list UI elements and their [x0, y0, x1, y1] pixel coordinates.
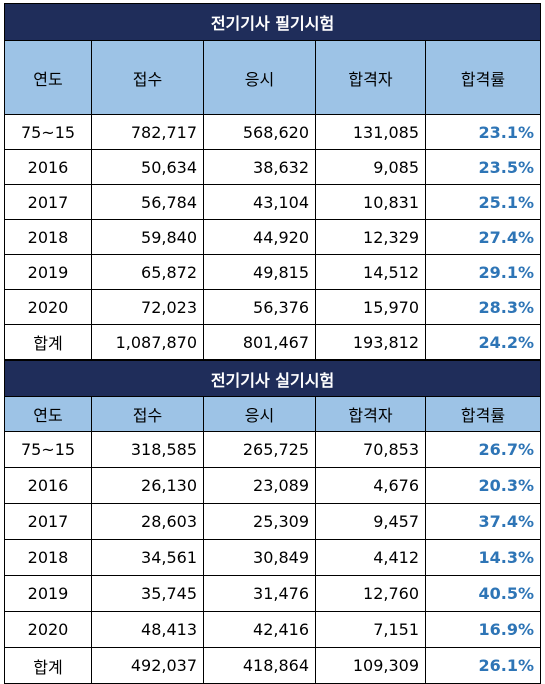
cell-applied: 28,603 [91, 503, 204, 540]
cell-taken: 49,815 [203, 254, 316, 290]
cell-year: 2020 [4, 289, 92, 325]
cell-pass-rate: 26.1% [424, 647, 542, 684]
cell-applied: 50,634 [91, 149, 204, 185]
cell-applied: 48,413 [91, 611, 204, 648]
col-header-year: 연도 [4, 396, 92, 432]
cell-pass-rate: 14.3% [424, 539, 542, 576]
cell-pass-rate: 40.5% [424, 575, 542, 612]
col-header-pass-rate: 합격률 [424, 40, 542, 115]
table-row: 2019 65,872 49,815 14,512 29.1% [4, 254, 542, 290]
cell-passed: 7,151 [315, 611, 426, 648]
cell-taken: 30,849 [203, 539, 316, 576]
cell-taken: 418,864 [203, 647, 316, 684]
cell-taken: 56,376 [203, 289, 316, 325]
cell-passed: 4,676 [315, 467, 426, 504]
col-header-pass-rate: 합격률 [424, 396, 542, 432]
cell-taken: 568,620 [203, 114, 316, 150]
cell-year: 2018 [4, 219, 92, 255]
cell-passed: 10,831 [315, 184, 426, 220]
cell-taken: 43,104 [203, 184, 316, 220]
table-row: 2019 35,745 31,476 12,760 40.5% [4, 575, 542, 612]
col-header-applied: 접수 [91, 396, 204, 432]
cell-applied: 56,784 [91, 184, 204, 220]
col-header-applied: 접수 [91, 40, 204, 115]
table-title: 전기기사 실기시험 [3, 360, 542, 397]
cell-year: 75~15 [4, 114, 92, 150]
cell-passed: 4,412 [315, 539, 426, 576]
cell-taken: 31,476 [203, 575, 316, 612]
col-header-passed: 합격자 [315, 396, 426, 432]
cell-taken: 801,467 [203, 324, 316, 360]
cell-taken: 23,089 [203, 467, 316, 504]
table-row: 2020 72,023 56,376 15,970 28.3% [4, 289, 542, 325]
table-row: 2016 26,130 23,089 4,676 20.3% [4, 467, 542, 504]
table-row: 75~15 318,585 265,725 70,853 26.7% [4, 431, 542, 468]
cell-pass-rate: 25.1% [424, 184, 542, 220]
cell-applied: 26,130 [91, 467, 204, 504]
cell-pass-rate: 23.1% [424, 114, 542, 150]
table-row: 합계 492,037 418,864 109,309 26.1% [4, 647, 542, 684]
cell-pass-rate: 27.4% [424, 219, 542, 255]
written-exam-table: 전기기사 필기시험 연도 접수 응시 합격자 합격률 75~15 782,717 5… [3, 3, 542, 360]
cell-passed: 12,329 [315, 219, 426, 255]
cell-taken: 25,309 [203, 503, 316, 540]
cell-pass-rate: 29.1% [424, 254, 542, 290]
cell-applied: 492,037 [91, 647, 204, 684]
cell-passed: 15,970 [315, 289, 426, 325]
cell-pass-rate: 24.2% [424, 324, 542, 360]
cell-taken: 38,632 [203, 149, 316, 185]
cell-year: 2018 [4, 539, 92, 576]
cell-passed: 131,085 [315, 114, 426, 150]
cell-applied: 318,585 [91, 431, 204, 468]
cell-passed: 9,085 [315, 149, 426, 185]
table-row: 75~15 782,717 568,620 131,085 23.1% [4, 114, 542, 150]
cell-year: 2020 [4, 611, 92, 648]
cell-passed: 14,512 [315, 254, 426, 290]
practical-exam-table: 전기기사 실기시험 연도 접수 응시 합격자 합격률 75~15 318,585 2… [3, 360, 542, 684]
cell-passed: 12,760 [315, 575, 426, 612]
cell-year: 2016 [4, 149, 92, 185]
cell-taken: 44,920 [203, 219, 316, 255]
cell-year: 2019 [4, 254, 92, 290]
cell-pass-rate: 23.5% [424, 149, 542, 185]
table-row: 2017 56,784 43,104 10,831 25.1% [4, 184, 542, 220]
table-row: 합계 1,087,870 801,467 193,812 24.2% [4, 324, 542, 360]
cell-year: 75~15 [4, 431, 92, 468]
cell-applied: 72,023 [91, 289, 204, 325]
cell-year: 2017 [4, 503, 92, 540]
col-header-year: 연도 [4, 40, 92, 115]
cell-passed: 193,812 [315, 324, 426, 360]
cell-year: 2019 [4, 575, 92, 612]
col-header-taken: 응시 [203, 40, 316, 115]
cell-passed: 9,457 [315, 503, 426, 540]
table-row: 2018 59,840 44,920 12,329 27.4% [4, 219, 542, 255]
cell-applied: 34,561 [91, 539, 204, 576]
cell-applied: 1,087,870 [91, 324, 204, 360]
cell-passed: 70,853 [315, 431, 426, 468]
cell-pass-rate: 37.4% [424, 503, 542, 540]
cell-applied: 65,872 [91, 254, 204, 290]
cell-pass-rate: 20.3% [424, 467, 542, 504]
col-header-passed: 합격자 [315, 40, 426, 115]
cell-applied: 35,745 [91, 575, 204, 612]
cell-pass-rate: 26.7% [424, 431, 542, 468]
table-row: 2020 48,413 42,416 7,151 16.9% [4, 611, 542, 648]
cell-pass-rate: 16.9% [424, 611, 542, 648]
cell-pass-rate: 28.3% [424, 289, 542, 325]
cell-applied: 782,717 [91, 114, 204, 150]
table-row: 2017 28,603 25,309 9,457 37.4% [4, 503, 542, 540]
table-row: 2018 34,561 30,849 4,412 14.3% [4, 539, 542, 576]
table-row: 2016 50,634 38,632 9,085 23.5% [4, 149, 542, 185]
col-header-taken: 응시 [203, 396, 316, 432]
cell-taken: 265,725 [203, 431, 316, 468]
table-title: 전기기사 필기시험 [3, 3, 542, 41]
cell-applied: 59,840 [91, 219, 204, 255]
cell-passed: 109,309 [315, 647, 426, 684]
cell-year: 2017 [4, 184, 92, 220]
cell-taken: 42,416 [203, 611, 316, 648]
cell-year: 합계 [4, 647, 92, 684]
cell-year: 2016 [4, 467, 92, 504]
cell-year: 합계 [4, 324, 92, 360]
exam-statistics-sheet: 전기기사 필기시험 연도 접수 응시 합격자 합격률 75~15 782,717 5… [3, 3, 542, 684]
